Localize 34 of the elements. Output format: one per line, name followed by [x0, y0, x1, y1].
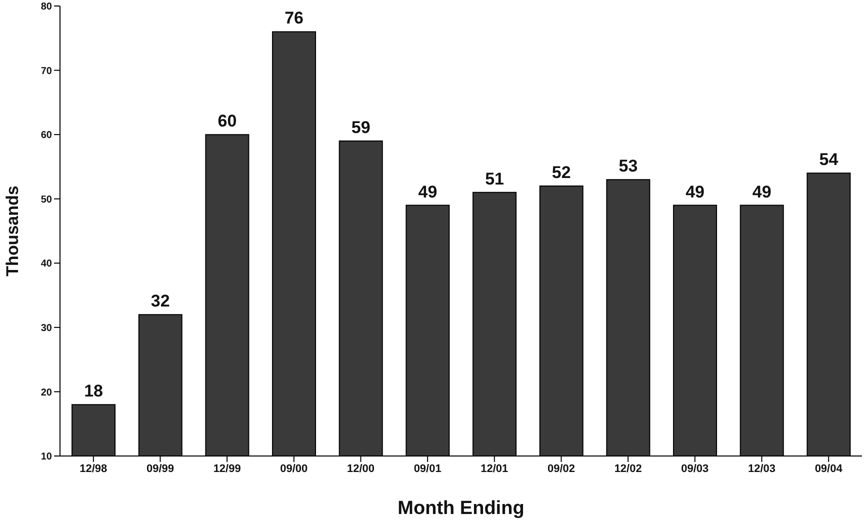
x-tick-label: 09/00	[280, 462, 308, 475]
data-label: 60	[218, 112, 237, 131]
x-axis-title: Month Ending	[398, 498, 524, 519]
x-tick-label: 12/98	[80, 462, 108, 475]
x-tick-label: 12/01	[480, 462, 508, 475]
data-label: 49	[752, 182, 772, 202]
data-label: 49	[418, 182, 438, 202]
x-tick-label: 12/00	[346, 462, 375, 475]
y-tick-label: 80	[40, 2, 52, 13]
y-tick-label: 10	[40, 452, 52, 463]
x-tick-label: 09/03	[681, 462, 709, 475]
x-tick-label: 12/03	[748, 462, 776, 475]
x-tick-label: 09/04	[814, 462, 844, 475]
data-label: 32	[150, 292, 170, 311]
data-label: 76	[284, 8, 304, 28]
data-label: 54	[819, 150, 839, 170]
y-tick-label: 40	[40, 258, 52, 270]
x-tick-label: 12/02	[614, 462, 642, 475]
x-tick-label: 09/01	[414, 462, 442, 475]
x-tick-label: 09/02	[547, 462, 576, 475]
y-tick-label: 60	[40, 130, 52, 142]
y-tick-label: 50	[40, 194, 52, 206]
y-axis-title: Thousands	[3, 186, 22, 276]
data-label: 49	[686, 182, 704, 202]
y-tick-label: 20	[40, 387, 52, 398]
data-label: 53	[618, 156, 638, 176]
data-label: 51	[485, 169, 504, 188]
y-tick-label: 30	[40, 322, 52, 334]
data-label: 18	[84, 382, 103, 401]
data-label: 59	[351, 118, 370, 137]
x-tick-label: 12/99	[213, 462, 241, 475]
x-tick-label: 09/99	[146, 462, 174, 475]
y-tick-label: 70	[40, 66, 52, 77]
data-label: 52	[552, 163, 571, 182]
